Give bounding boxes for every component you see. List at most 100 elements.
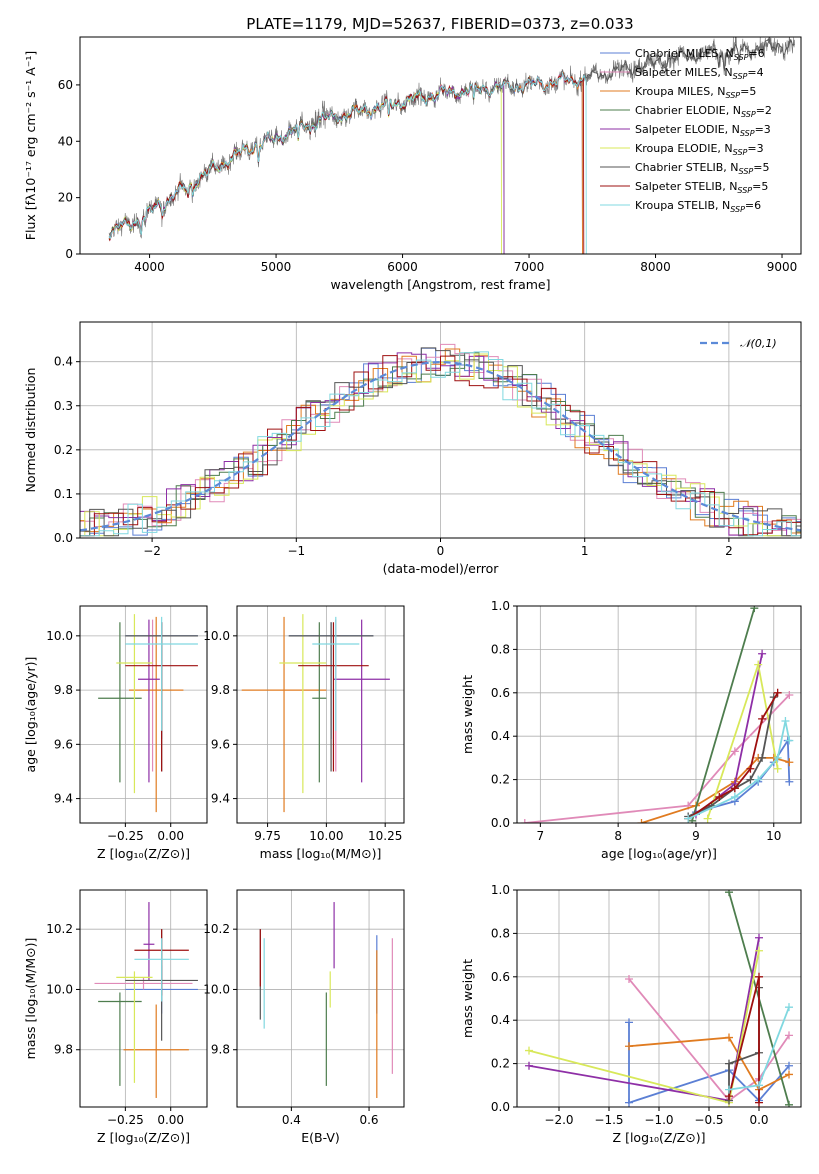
errorbar-point (241, 616, 327, 813)
x-tick-label: −0.25 (107, 1113, 144, 1127)
mass-vs-EBV-panel: 0.4 0.6 9.8 10.0 10.2 E(B-V) (203, 889, 405, 1145)
x-tick-label: 9 (692, 829, 700, 843)
y-tick-label: 0.2 (491, 773, 510, 787)
age-vs-Z-plot-area (98, 614, 198, 813)
mass-weight-marker (730, 784, 739, 793)
x-tick-label: 0 (437, 544, 445, 558)
x-tick-label: 0.0 (749, 1113, 768, 1127)
y-tick-label: 0.8 (491, 926, 510, 940)
x-tick-label: −1.0 (644, 1113, 673, 1127)
mass-weight-marker (785, 1070, 793, 1079)
mass-weight-marker (637, 819, 646, 823)
y-tick-label: 9.8 (211, 1043, 230, 1057)
mass-weight-line (528, 950, 760, 1104)
mass-weight-marker (785, 1031, 793, 1040)
model-spectrum (109, 74, 583, 254)
axes-frame (79, 36, 802, 255)
x-tick-label: 4000 (134, 260, 165, 274)
y-tick-label: 9.6 (211, 737, 230, 751)
residual-histogram (80, 355, 801, 537)
x-axis-label: Z [log₁₀(Z/Z⊙)] (97, 846, 190, 861)
age-vs-Z-panel: −0.25 0.00 9.4 9.6 9.8 10.0 Z [log₁₀(Z/Z⊙)] age… (23, 605, 208, 861)
y-axis-label: mass [log₁₀(M/M⊙)] (23, 938, 38, 1060)
residual-histogram (80, 351, 801, 537)
age-vs-mass-plot-area (241, 614, 390, 813)
x-tick-label: 9000 (767, 260, 798, 274)
x-tick-label: 2 (725, 544, 733, 558)
x-tick-label: 10 (766, 829, 781, 843)
mass-weight-marker (755, 946, 763, 955)
x-tick-label: 0.6 (359, 1113, 378, 1127)
x-axis-label: wavelength [Angstrom, rest frame] (330, 277, 550, 292)
x-tick-label: 10.25 (368, 829, 402, 843)
mass-weight-marker (773, 764, 782, 773)
y-tick-label: 10.2 (46, 922, 73, 936)
y-tick-label: 40 (58, 134, 73, 148)
mass-weight-marker (785, 690, 794, 699)
y-tick-label: 0.1 (54, 487, 73, 501)
x-tick-label: 0.4 (282, 1113, 301, 1127)
x-tick-label: −2.0 (544, 1113, 573, 1127)
y-tick-label: 0.0 (54, 531, 73, 545)
y-tick-label: 10.2 (203, 922, 230, 936)
mass-weight-line (528, 937, 760, 1102)
errorbar-point (98, 992, 142, 1086)
y-tick-label: 9.8 (211, 683, 230, 697)
mass-weight-marker (785, 736, 794, 745)
y-tick-label: 0.4 (491, 1013, 510, 1027)
y-tick-label: 20 (58, 191, 73, 205)
x-tick-label: −0.25 (107, 829, 144, 843)
y-tick-label: 10.0 (203, 982, 230, 996)
mass-vs-Z-plot-area (94, 902, 198, 1098)
legend-entry: Chabrier STELIB, NSSP=5 (635, 161, 769, 176)
mass-weight-marker (625, 1098, 633, 1107)
mass-weight-marker (725, 1085, 733, 1094)
y-tick-label: 10.0 (46, 982, 73, 996)
legend-entry: Kroupa STELIB, NSSP=6 (635, 199, 761, 214)
mass-weight-line (628, 978, 790, 1102)
y-axis-label: mass weight (460, 675, 475, 754)
legend-entry: Salpeter MILES, NSSP=4 (635, 66, 764, 81)
errorbar-point (312, 616, 360, 731)
mass-weight-line (687, 696, 775, 818)
x-tick-label: 9.75 (254, 829, 281, 843)
figure-title: PLATE=1179, MJD=52637, FIBERID=0373, z=0… (246, 15, 633, 33)
y-tick-label: 0 (65, 247, 73, 261)
mass-weight-marker (758, 714, 767, 723)
mass-weight-line (691, 607, 756, 822)
mass-weight-marker (785, 758, 794, 767)
mass-weight-marker (785, 1061, 793, 1070)
model-spectrum (108, 79, 505, 254)
mass-weight-marker (755, 972, 763, 981)
y-tick-label: 9.8 (54, 1043, 73, 1057)
errorbar-point (116, 971, 153, 1083)
errorbar-point (128, 616, 184, 813)
model-spectrum (108, 72, 583, 254)
y-tick-label: 0.4 (54, 355, 73, 369)
errorbar-point (138, 619, 160, 783)
mass-weight-marker (730, 747, 739, 756)
weight-vs-Z-panel: −2.0 −1.5 −1.0 −0.5 0.0 0.0 0.2 0.4 0.6 0.8 1.0 Z [… (460, 883, 802, 1145)
spectrum-legend: Chabrier MILES, NSSP=6 Salpeter MILES, NS… (600, 47, 772, 214)
axes-frame (236, 605, 405, 824)
mass-weight-marker (625, 1018, 633, 1027)
y-tick-label: 10.0 (203, 629, 230, 643)
y-tick-label: 1.0 (491, 883, 510, 897)
y-tick-label: 9.4 (54, 792, 73, 806)
mass-weight-marker (746, 764, 755, 773)
x-tick-label: −2 (143, 544, 161, 558)
errorbar-point (298, 622, 369, 772)
y-tick-label: 60 (58, 78, 73, 92)
mass-weight-marker (785, 1003, 793, 1012)
x-tick-label: −1.5 (594, 1113, 623, 1127)
axes-frame (79, 605, 208, 824)
mass-weight-marker (750, 606, 759, 613)
mass-weight-marker (785, 1100, 793, 1107)
x-tick-label: 1 (581, 544, 589, 558)
y-tick-label: 0.2 (491, 1057, 510, 1071)
errorbar-point (134, 938, 189, 1002)
x-axis-label: mass [log₁₀(M/M⊙)] (260, 846, 382, 861)
model-spectrum (108, 72, 585, 254)
residual-histogram (80, 353, 801, 537)
